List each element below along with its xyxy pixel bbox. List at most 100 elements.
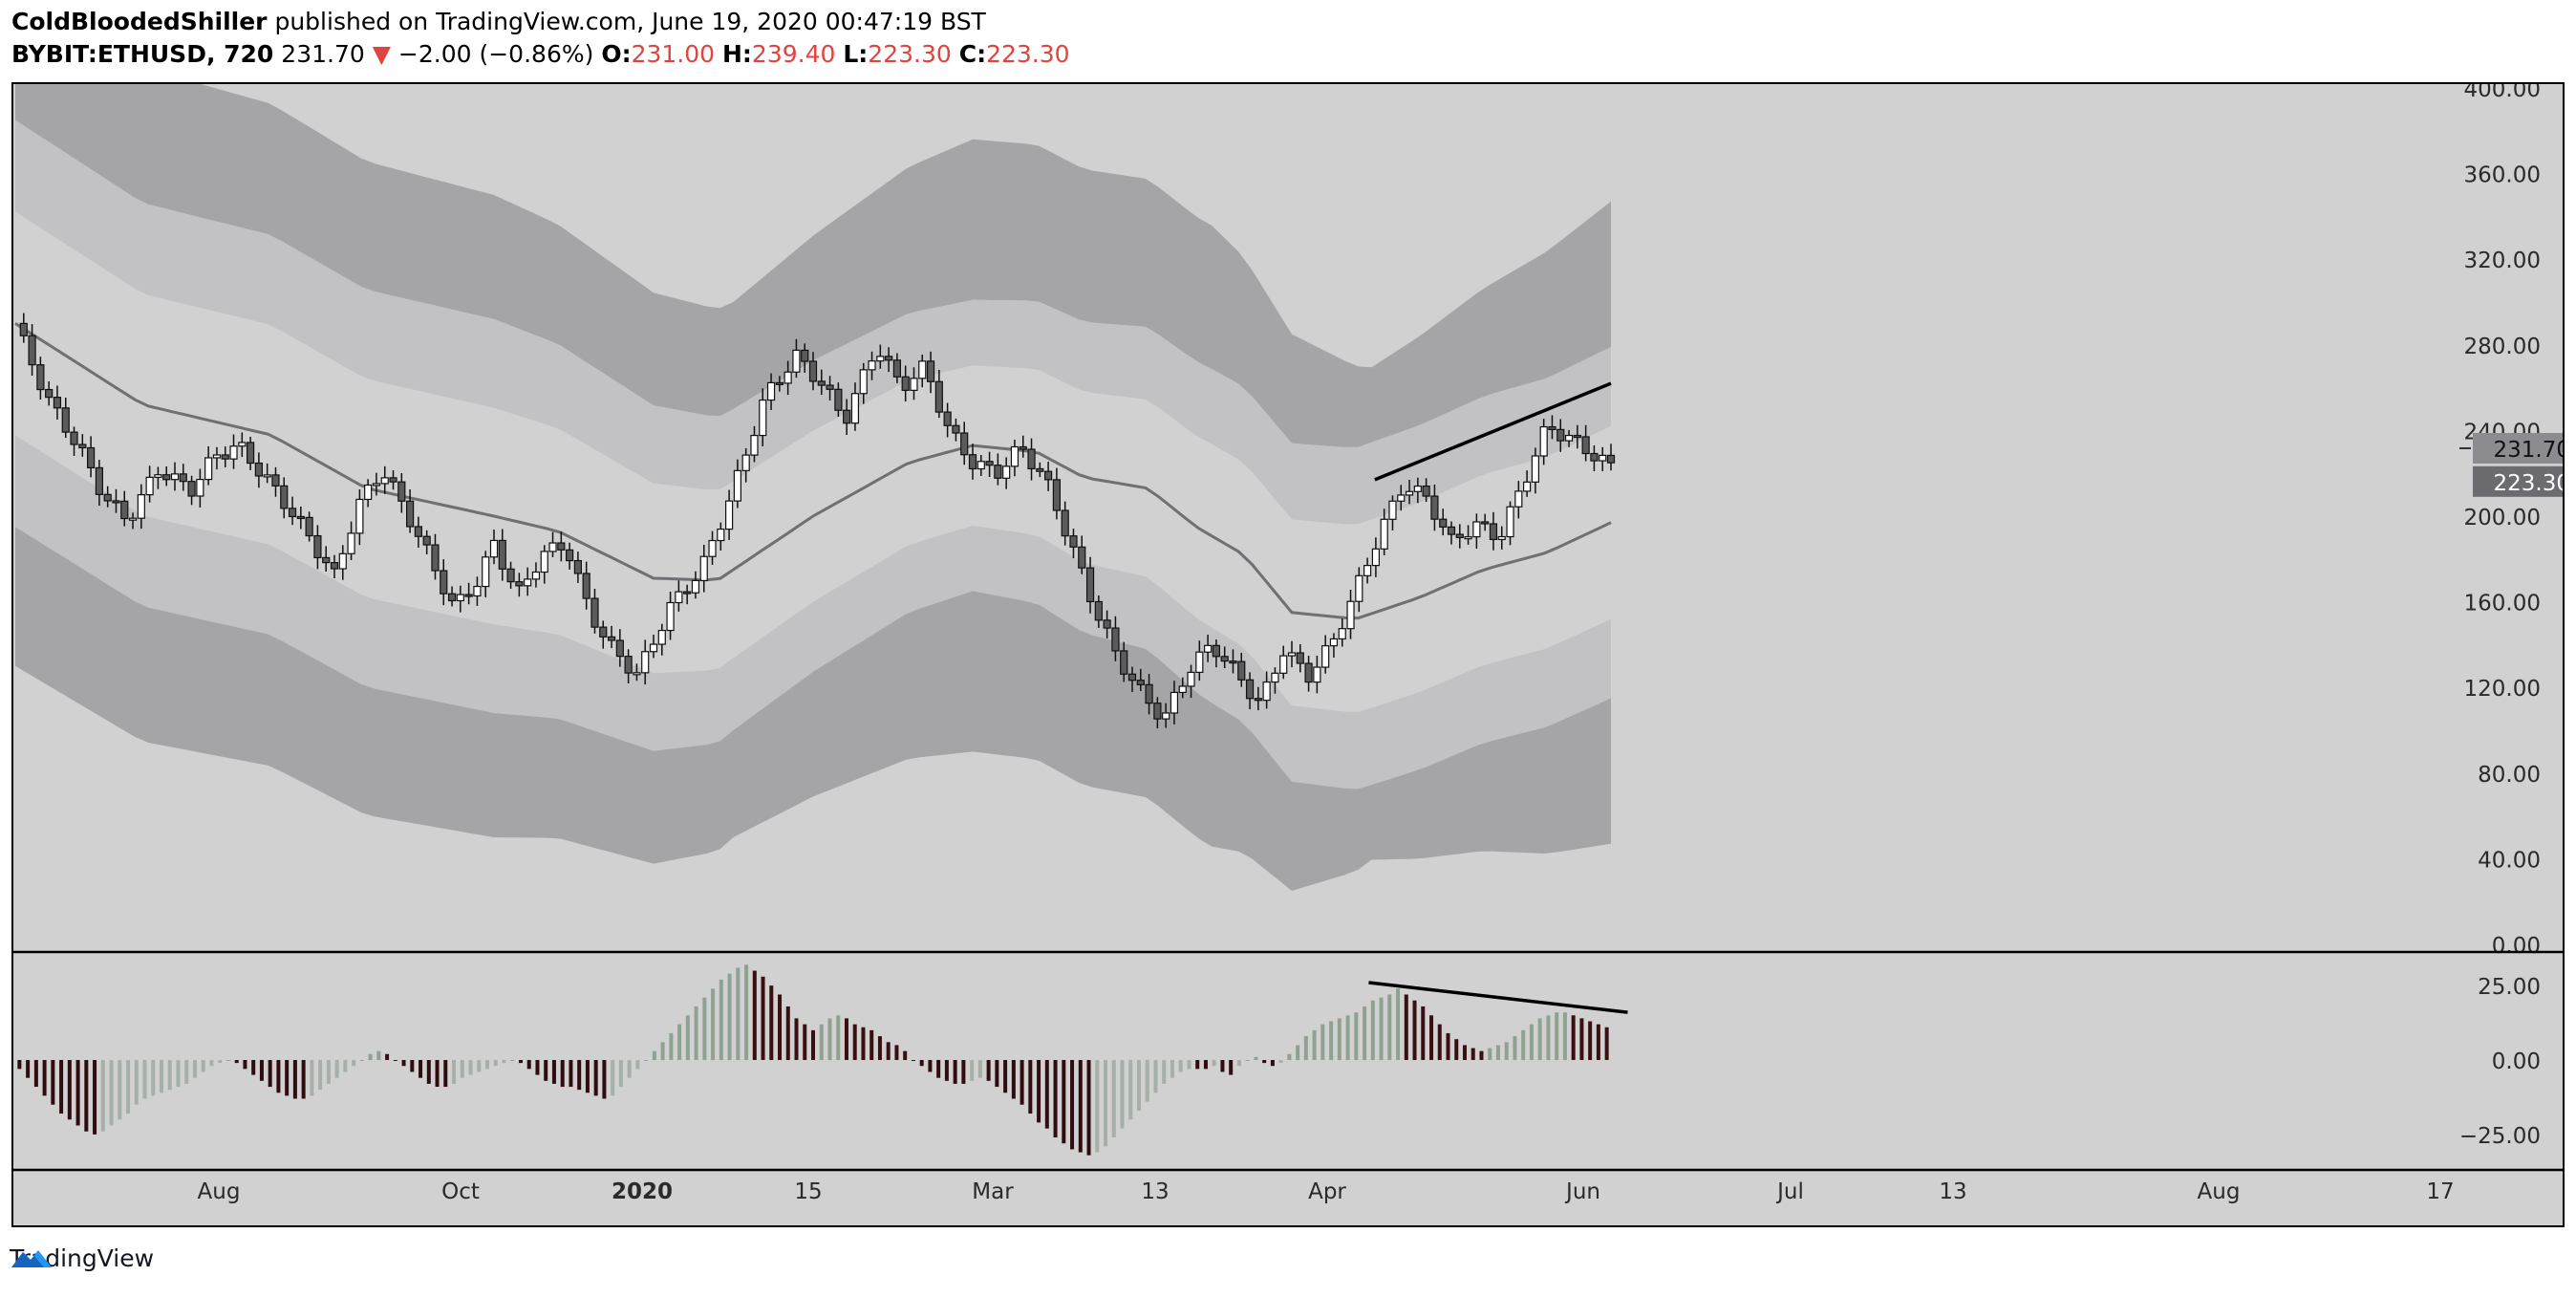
candle-down — [515, 581, 524, 587]
high-value: 239.40 — [751, 40, 836, 68]
histogram-bar — [936, 1060, 941, 1078]
histogram-bar — [243, 1060, 247, 1070]
candle-up — [1279, 655, 1288, 674]
histogram-bar — [452, 1060, 457, 1084]
candle-down — [1019, 445, 1027, 450]
histogram-bar — [435, 1060, 440, 1088]
candle-up — [641, 651, 650, 674]
candle-down — [1120, 650, 1128, 675]
candle-up — [1170, 691, 1179, 714]
candle-up — [1380, 518, 1388, 550]
histogram-bar — [944, 1060, 949, 1081]
histogram-bar — [611, 1060, 615, 1096]
candle-up — [649, 643, 658, 653]
histogram-bar — [1296, 1045, 1300, 1060]
histogram-bar — [1454, 1039, 1459, 1060]
candle-up — [1514, 490, 1523, 508]
price-tick-label: 0.00 — [2492, 934, 2541, 959]
candle-down — [968, 454, 977, 470]
histogram-bar — [1446, 1032, 1450, 1060]
histogram-bar — [326, 1060, 331, 1084]
tradingview-logo-icon[interactable] — [10, 1244, 54, 1271]
histogram-bar — [1044, 1060, 1049, 1129]
trend-line-layer — [1374, 381, 1612, 482]
histogram-bar — [468, 1060, 473, 1075]
time-tick-label: 15 — [794, 1179, 822, 1204]
symbol-label[interactable]: BYBIT:ETHUSD, 720 — [11, 40, 274, 68]
candle-down — [296, 515, 305, 520]
candle-down — [1439, 518, 1448, 528]
histogram-bar — [1412, 1000, 1417, 1060]
candle-down — [179, 473, 187, 483]
histogram-bar — [1070, 1060, 1075, 1150]
histogram-bar — [1104, 1060, 1108, 1147]
chart-canvas[interactable]: 400.00360.00320.00280.00240.00200.00160.… — [13, 84, 2563, 1225]
price-tick-label: 360.00 — [2464, 163, 2541, 188]
candle-up — [1371, 548, 1380, 567]
histogram-bar — [84, 1060, 89, 1132]
candle-up — [145, 476, 154, 496]
candle-up — [531, 571, 541, 580]
candle-up — [548, 542, 557, 552]
histogram-bar — [852, 1024, 857, 1060]
candle-up — [263, 474, 271, 478]
candle-down — [843, 409, 851, 424]
candle-down — [934, 380, 943, 413]
candle-up — [675, 591, 683, 604]
histogram-bar — [385, 1053, 390, 1060]
ohlc-line: BYBIT:ETHUSD, 720 231.70 ▼ −2.00 (−0.86%… — [11, 38, 1070, 71]
histogram-bar — [836, 1015, 841, 1060]
candle-down — [994, 465, 1002, 479]
histogram-bar — [1337, 1018, 1342, 1060]
candle-up — [1162, 712, 1170, 720]
oscillator-axis: 25.00 0.00 −25.00 — [2459, 975, 2541, 1149]
time-tick-label: Jul — [1775, 1179, 1804, 1204]
histogram-bar — [460, 1060, 464, 1078]
histogram-bar — [1170, 1060, 1174, 1078]
chart-frame[interactable]: 400.00 360.00 320.00 280.00 240.00 200.00 160.… — [11, 82, 2565, 1227]
histogram-bar — [1128, 1060, 1133, 1120]
time-tick-label: 13 — [1141, 1179, 1169, 1204]
footer: TradingView — [10, 1244, 154, 1272]
candle-up — [876, 356, 885, 362]
histogram-bar — [359, 1060, 364, 1061]
histogram-bar — [75, 1060, 80, 1126]
histogram-bar — [869, 1029, 874, 1060]
candle-down — [1036, 467, 1044, 472]
candle-down — [1606, 454, 1616, 464]
candle-down — [834, 388, 843, 411]
candle-up — [868, 360, 876, 371]
histogram-bar — [861, 1027, 866, 1060]
high-label: H: — [722, 40, 752, 68]
candle-down — [36, 364, 45, 391]
candle-down — [120, 500, 129, 520]
candle-up — [792, 349, 801, 373]
candle-down — [892, 359, 901, 378]
candle-down — [960, 432, 969, 456]
candle-down — [28, 335, 36, 366]
last-price-badge — [2473, 432, 2563, 464]
candle-down — [1548, 425, 1556, 430]
histogram-bar — [410, 1060, 415, 1072]
histogram-bar — [176, 1060, 181, 1088]
candle-up — [1531, 455, 1539, 483]
price-tick-label: 400.00 — [2464, 84, 2541, 102]
histogram-bar — [652, 1050, 656, 1060]
histogram-bar — [1303, 1036, 1308, 1060]
price-axis: 400.00360.00320.00280.00240.00200.00160.… — [2459, 84, 2563, 959]
histogram-bar — [736, 967, 741, 1060]
candle-up — [1464, 536, 1472, 540]
author-name[interactable]: ColdBloodedShiller — [11, 8, 268, 35]
histogram-bar — [1479, 1050, 1484, 1060]
histogram-bar — [752, 970, 757, 1060]
candle-up — [1346, 600, 1355, 630]
candle-up — [1195, 651, 1204, 673]
candle-up — [666, 601, 675, 632]
candle-down — [221, 454, 229, 460]
histogram-bar — [1037, 1060, 1041, 1123]
histogram-bar — [301, 1060, 306, 1099]
candle-down — [1153, 703, 1162, 720]
price-tick-label: 80.00 — [2478, 763, 2541, 788]
histogram-bar — [1145, 1060, 1149, 1102]
candle-down — [1061, 509, 1069, 537]
